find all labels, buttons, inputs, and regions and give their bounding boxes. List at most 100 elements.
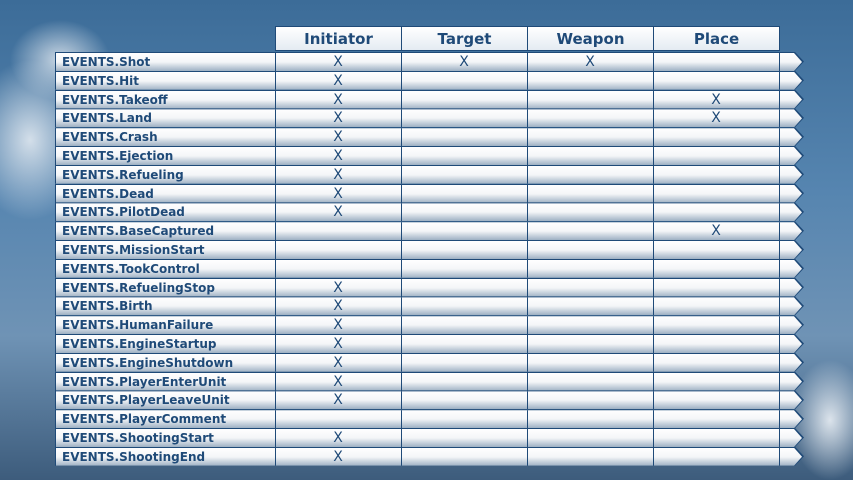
column-divider: [653, 335, 654, 353]
table-row: EVENTS.Hit X: [55, 70, 804, 90]
column-divider: [653, 53, 654, 71]
event-name: EVENTS.Land: [62, 111, 152, 126]
column-divider: [779, 184, 780, 203]
column-divider: [527, 278, 528, 297]
column-divider: [527, 391, 528, 410]
column-divider: [275, 372, 276, 391]
column-divider: [653, 90, 654, 109]
event-name: EVENTS.Refueling: [62, 167, 184, 182]
column-divider: [275, 109, 276, 128]
table-row: EVENTS.HumanFailure X: [55, 315, 804, 335]
table-row: EVENTS.EngineStartup X: [55, 334, 804, 353]
column-divider: [401, 278, 402, 297]
column-divider: [653, 316, 654, 335]
column-divider: [275, 391, 276, 410]
table-row: EVENTS.BaseCaptured X: [55, 221, 804, 241]
table-row: EVENTS.PlayerLeaveUnit X: [55, 390, 804, 410]
table-row: EVENTS.MissionStart: [55, 240, 804, 259]
column-divider: [275, 71, 276, 90]
column-divider: [527, 184, 528, 203]
mark-initiator: X: [333, 129, 343, 146]
mark-place: X: [711, 110, 721, 127]
column-divider: [401, 184, 402, 203]
event-name: EVENTS.Takeoff: [62, 92, 168, 107]
column-divider: [527, 297, 528, 316]
mark-initiator: X: [333, 148, 343, 164]
column-divider: [401, 259, 402, 278]
mark-initiator: X: [333, 336, 343, 352]
column-divider: [275, 447, 276, 466]
column-divider: [653, 147, 654, 165]
column-divider: [653, 241, 654, 259]
column-divider: [779, 259, 780, 278]
column-divider: [527, 335, 528, 353]
column-divider: [653, 447, 654, 466]
column-divider: [527, 109, 528, 128]
column-divider: [401, 109, 402, 128]
column-divider: [401, 147, 402, 165]
event-name: EVENTS.HumanFailure: [62, 318, 214, 333]
event-name: EVENTS.Dead: [62, 186, 154, 201]
column-divider: [653, 297, 654, 316]
column-divider: [401, 316, 402, 335]
event-name: EVENTS.Shot: [62, 55, 151, 69]
column-header-target: Target: [401, 26, 528, 51]
column-divider: [401, 391, 402, 410]
column-divider: [779, 109, 780, 128]
column-divider: [401, 353, 402, 372]
table-row: EVENTS.Crash X: [55, 127, 804, 147]
column-divider: [527, 147, 528, 165]
event-name: EVENTS.Ejection: [62, 149, 174, 163]
column-divider: [527, 90, 528, 109]
table-row: EVENTS.Birth X: [55, 296, 804, 316]
table-row: EVENTS.PlayerEnterUnit X: [55, 371, 804, 391]
column-divider: [275, 316, 276, 335]
mark-target: X: [459, 54, 469, 70]
table-row: EVENTS.ShootingEnd X: [55, 446, 804, 466]
column-divider: [275, 222, 276, 241]
column-divider: [779, 278, 780, 297]
event-name: EVENTS.BaseCaptured: [62, 224, 215, 239]
mark-initiator: X: [333, 91, 343, 108]
column-divider: [275, 259, 276, 278]
event-name: EVENTS.Birth: [62, 299, 153, 314]
column-divider: [779, 297, 780, 316]
column-divider: [653, 222, 654, 241]
column-divider: [779, 372, 780, 391]
mark-place: X: [711, 223, 721, 240]
table-row: EVENTS.Takeoff X X: [55, 89, 804, 109]
table-row: EVENTS.ShootingStart X: [55, 428, 804, 447]
column-divider: [527, 165, 528, 184]
column-divider: [527, 447, 528, 466]
column-divider: [653, 372, 654, 391]
column-header-place: Place: [653, 26, 780, 51]
table-row: EVENTS.PlayerComment: [55, 409, 804, 429]
column-divider: [527, 241, 528, 259]
event-name: EVENTS.Crash: [62, 130, 158, 145]
event-name: EVENTS.PlayerComment: [62, 412, 227, 427]
column-divider: [779, 335, 780, 353]
column-divider: [779, 391, 780, 410]
column-divider: [275, 90, 276, 109]
column-divider: [527, 53, 528, 71]
event-name: EVENTS.PlayerEnterUnit: [62, 374, 227, 389]
column-divider: [779, 165, 780, 184]
column-divider: [653, 184, 654, 203]
column-divider: [527, 429, 528, 447]
column-divider: [401, 447, 402, 466]
column-divider: [275, 128, 276, 147]
column-divider: [779, 316, 780, 335]
mark-initiator: X: [333, 373, 343, 390]
column-divider: [275, 165, 276, 184]
mark-initiator: X: [333, 298, 343, 315]
table-row: EVENTS.Dead X: [55, 183, 804, 203]
column-divider: [527, 316, 528, 335]
event-name: EVENTS.EngineShutdown: [62, 355, 234, 370]
column-divider: [401, 335, 402, 353]
column-divider: [527, 71, 528, 90]
table-row: EVENTS.PilotDead X: [55, 202, 804, 222]
event-name: EVENTS.RefuelingStop: [62, 280, 215, 295]
mark-initiator: X: [333, 54, 343, 70]
column-divider: [779, 90, 780, 109]
event-name: EVENTS.MissionStart: [62, 243, 205, 257]
